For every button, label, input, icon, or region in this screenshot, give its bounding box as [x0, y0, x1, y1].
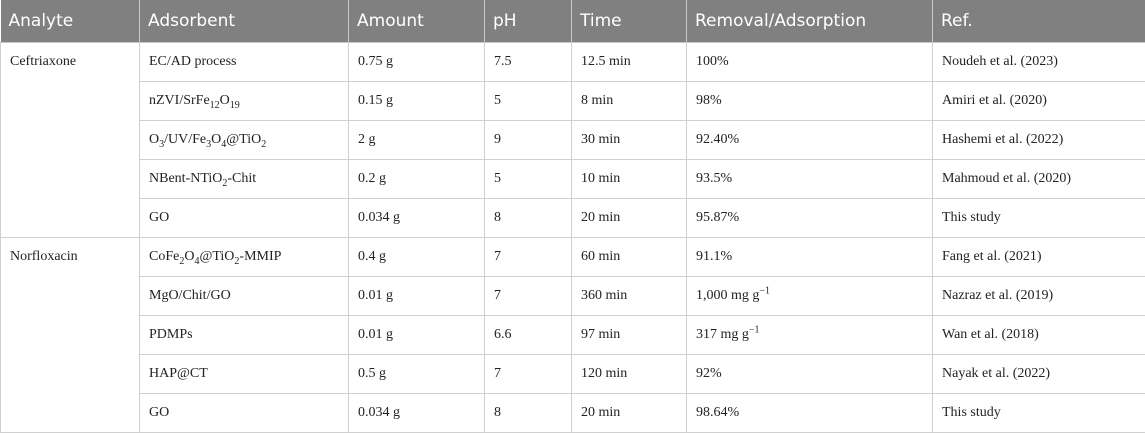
- table-row: HAP@CT 0.5 g 7 120 min 92% Nayak et al. …: [1, 353, 1145, 394]
- ref-cell: Mahmoud et al. (2020): [932, 158, 1145, 199]
- table-row: GO 0.034 g 8 20 min 98.64% This study: [1, 392, 1145, 433]
- analyte-cell: Norfloxacin: [0, 236, 140, 433]
- time-cell: 8 min: [571, 80, 687, 121]
- ref-cell: Wan et al. (2018): [932, 314, 1145, 355]
- header-ref: Ref.: [932, 0, 1145, 43]
- amount-cell: 0.15 g: [348, 80, 485, 121]
- amount-cell: 2 g: [348, 119, 485, 160]
- header-ph: pH: [484, 0, 572, 43]
- adsorbent-cell: PDMPs: [139, 314, 349, 355]
- ph-cell: 7: [484, 353, 572, 394]
- removal-cell: 95.87%: [686, 197, 933, 238]
- time-cell: 20 min: [571, 392, 687, 433]
- adsorbent-cell: EC/AD process: [139, 41, 349, 82]
- removal-cell: 100%: [686, 41, 933, 82]
- ref-cell: This study: [932, 392, 1145, 433]
- table-row: MgO/Chit/GO 0.01 g 7 360 min 1,000 mg g−…: [1, 275, 1145, 316]
- ref-cell: Nazraz et al. (2019): [932, 275, 1145, 316]
- removal-cell: 93.5%: [686, 158, 933, 199]
- removal-cell: 92.40%: [686, 119, 933, 160]
- table-row: Norfloxacin CoFe2O4@TiO2-MMIP 0.4 g 7 60…: [0, 236, 1145, 433]
- removal-cell: 317 mg g−1: [686, 314, 933, 355]
- table-header: Analyte Adsorbent Amount pH Time Removal…: [0, 0, 1145, 43]
- time-cell: 360 min: [571, 275, 687, 316]
- ph-cell: 7: [484, 275, 572, 316]
- amount-cell: 0.01 g: [348, 275, 485, 316]
- amount-cell: 0.034 g: [348, 197, 485, 238]
- amount-cell: 0.034 g: [348, 392, 485, 433]
- adsorbent-cell: NBent-NTiO2-Chit: [139, 158, 349, 199]
- header-analyte: Analyte: [0, 0, 140, 43]
- adsorbent-cell: O3/UV/Fe3O4@TiO2: [139, 119, 349, 160]
- time-cell: 10 min: [571, 158, 687, 199]
- adsorbent-cell: CoFe2O4@TiO2-MMIP: [139, 236, 349, 277]
- ph-cell: 7: [484, 236, 572, 277]
- time-cell: 120 min: [571, 353, 687, 394]
- header-amount: Amount: [348, 0, 485, 43]
- table-row: GO 0.034 g 8 20 min 95.87% This study: [1, 197, 1145, 238]
- table-row: nZVI/SrFe12O19 0.15 g 5 8 min 98% Amiri …: [1, 80, 1145, 121]
- ph-cell: 7.5: [484, 41, 572, 82]
- ph-cell: 5: [484, 158, 572, 199]
- time-cell: 60 min: [571, 236, 687, 277]
- removal-cell: 92%: [686, 353, 933, 394]
- header-adsorbent: Adsorbent: [139, 0, 349, 43]
- analyte-cell: Ceftriaxone: [0, 41, 140, 238]
- table-row: NBent-NTiO2-Chit 0.2 g 5 10 min 93.5% Ma…: [1, 158, 1145, 199]
- ph-cell: 9: [484, 119, 572, 160]
- removal-cell: 1,000 mg g−1: [686, 275, 933, 316]
- time-cell: 97 min: [571, 314, 687, 355]
- header-time: Time: [571, 0, 687, 43]
- ph-cell: 8: [484, 392, 572, 433]
- header-row: Analyte Adsorbent Amount pH Time Removal…: [0, 0, 1145, 43]
- ref-cell: Amiri et al. (2020): [932, 80, 1145, 121]
- removal-cell: 98.64%: [686, 392, 933, 433]
- ref-cell: Fang et al. (2021): [932, 236, 1145, 277]
- adsorbent-cell: HAP@CT: [139, 353, 349, 394]
- adsorbent-cell: GO: [139, 197, 349, 238]
- amount-cell: 0.5 g: [348, 353, 485, 394]
- ref-cell: Noudeh et al. (2023): [932, 41, 1145, 82]
- time-cell: 30 min: [571, 119, 687, 160]
- removal-cell: 98%: [686, 80, 933, 121]
- amount-cell: 0.75 g: [348, 41, 485, 82]
- table-body: Ceftriaxone EC/AD process 0.75 g 7.5 12.…: [0, 41, 1145, 433]
- ref-cell: Nayak et al. (2022): [932, 353, 1145, 394]
- ref-cell: This study: [932, 197, 1145, 238]
- amount-cell: 0.01 g: [348, 314, 485, 355]
- adsorbent-cell: MgO/Chit/GO: [139, 275, 349, 316]
- table-row: PDMPs 0.01 g 6.6 97 min 317 mg g−1 Wan e…: [1, 314, 1145, 355]
- ph-cell: 6.6: [484, 314, 572, 355]
- adsorbent-cell: nZVI/SrFe12O19: [139, 80, 349, 121]
- ph-cell: 5: [484, 80, 572, 121]
- table-row: Ceftriaxone EC/AD process 0.75 g 7.5 12.…: [0, 41, 1145, 238]
- removal-cell: 91.1%: [686, 236, 933, 277]
- ph-cell: 8: [484, 197, 572, 238]
- table-row: O3/UV/Fe3O4@TiO2 2 g 9 30 min 92.40% Has…: [1, 119, 1145, 160]
- header-removal: Removal/Adsorption: [686, 0, 933, 43]
- adsorbent-cell: GO: [139, 392, 349, 433]
- amount-cell: 0.4 g: [348, 236, 485, 277]
- time-cell: 20 min: [571, 197, 687, 238]
- time-cell: 12.5 min: [571, 41, 687, 82]
- ref-cell: Hashemi et al. (2022): [932, 119, 1145, 160]
- amount-cell: 0.2 g: [348, 158, 485, 199]
